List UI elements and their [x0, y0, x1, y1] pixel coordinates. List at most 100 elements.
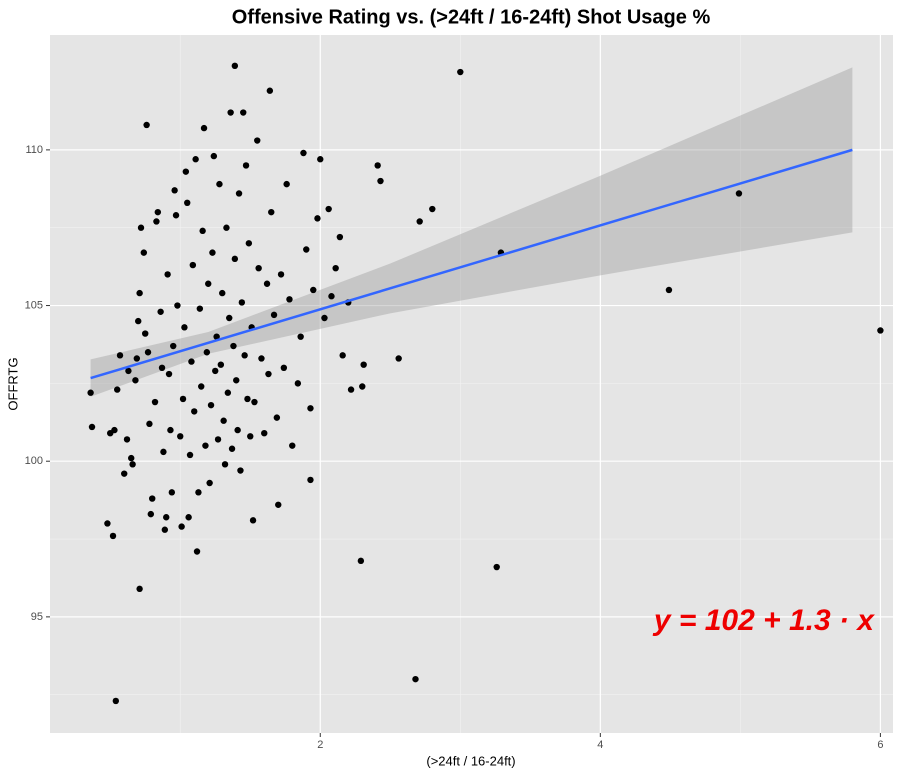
- point: [237, 467, 244, 474]
- point: [129, 461, 136, 468]
- regression-line: [90, 148, 853, 380]
- y-axis-title: OFFRTG: [5, 357, 20, 410]
- point: [114, 386, 121, 393]
- point: [289, 442, 296, 449]
- point: [249, 517, 257, 524]
- point: [146, 420, 153, 428]
- point: [203, 349, 211, 356]
- point: [157, 308, 164, 315]
- point: [665, 286, 673, 294]
- point: [317, 156, 324, 163]
- point: [181, 324, 188, 331]
- point: [153, 218, 160, 225]
- point: [241, 352, 248, 359]
- point: [735, 190, 743, 197]
- x-tick-label: 4: [597, 739, 603, 751]
- point: [149, 495, 156, 502]
- point: [161, 526, 169, 533]
- point: [189, 261, 197, 269]
- point: [297, 333, 304, 340]
- point: [163, 514, 170, 521]
- point: [143, 121, 150, 129]
- point: [245, 240, 253, 247]
- point: [205, 280, 212, 287]
- point: [332, 264, 339, 272]
- point: [457, 68, 464, 76]
- point: [186, 451, 194, 459]
- point: [214, 436, 222, 443]
- point: [231, 62, 239, 70]
- point: [128, 454, 135, 462]
- point: [132, 377, 139, 384]
- point: [171, 187, 178, 194]
- point: [209, 249, 216, 256]
- point: [140, 249, 148, 256]
- point: [294, 380, 302, 387]
- point: [877, 327, 884, 334]
- point: [193, 548, 201, 555]
- point: [231, 255, 239, 263]
- point: [121, 470, 128, 477]
- point: [280, 364, 288, 372]
- point: [307, 476, 314, 484]
- point: [185, 514, 192, 521]
- point: [170, 342, 177, 350]
- point: [116, 352, 124, 359]
- point: [300, 149, 307, 157]
- point: [112, 697, 120, 705]
- point: [136, 289, 143, 297]
- point: [374, 162, 381, 169]
- point: [147, 510, 155, 518]
- point: [275, 501, 282, 508]
- point: [328, 293, 335, 300]
- point: [307, 405, 314, 412]
- point: [196, 305, 204, 312]
- point: [283, 180, 290, 188]
- point: [270, 311, 278, 319]
- point: [206, 479, 213, 487]
- point: [224, 389, 232, 396]
- point: [235, 190, 243, 197]
- x-tick-label: 6: [877, 739, 883, 751]
- point: [220, 417, 227, 424]
- point: [254, 137, 261, 144]
- point: [416, 218, 423, 225]
- point: [233, 377, 240, 384]
- point: [268, 208, 275, 216]
- point: [263, 280, 271, 287]
- point: [258, 355, 265, 362]
- point: [158, 364, 166, 372]
- point: [142, 330, 149, 337]
- point: [151, 398, 159, 406]
- annotation: y = 102 + 1.3 · x: [652, 604, 875, 637]
- point: [347, 386, 355, 393]
- x-axis-title: (>24ft / 16-24ft): [426, 753, 515, 768]
- point: [210, 152, 218, 160]
- point: [111, 426, 118, 434]
- point: [360, 361, 367, 368]
- point: [198, 383, 205, 390]
- point: [255, 264, 262, 272]
- point: [136, 585, 143, 593]
- point: [172, 212, 180, 219]
- point: [137, 224, 145, 231]
- point: [339, 352, 346, 359]
- point: [192, 156, 199, 163]
- point: [244, 395, 251, 403]
- point: [303, 246, 310, 253]
- point: [167, 426, 174, 434]
- point: [202, 442, 209, 449]
- point: [182, 168, 190, 175]
- point: [88, 423, 96, 431]
- point: [109, 532, 117, 540]
- point: [226, 314, 233, 322]
- point: [247, 433, 254, 440]
- point: [199, 227, 206, 235]
- point: [234, 426, 241, 434]
- point: [228, 445, 236, 452]
- point: [227, 109, 234, 116]
- point: [104, 520, 111, 527]
- point: [230, 342, 237, 350]
- point: [273, 414, 281, 421]
- y-tick-label: 110: [25, 144, 43, 156]
